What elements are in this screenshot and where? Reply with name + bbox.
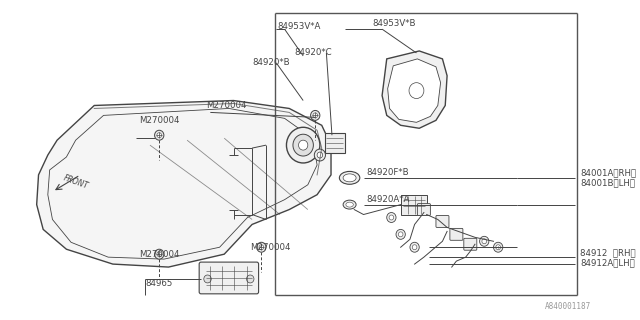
Circle shape — [389, 215, 394, 220]
Text: 84920F*B: 84920F*B — [366, 168, 409, 177]
Text: A840001187: A840001187 — [545, 302, 591, 311]
Circle shape — [409, 83, 424, 99]
Circle shape — [313, 113, 317, 118]
Ellipse shape — [339, 172, 360, 184]
FancyBboxPatch shape — [199, 262, 259, 294]
Polygon shape — [36, 100, 331, 267]
Text: FRONT: FRONT — [62, 173, 90, 190]
Text: 84912  〈RH〉: 84912 〈RH〉 — [580, 249, 636, 258]
Text: 84920*B: 84920*B — [252, 58, 290, 67]
Circle shape — [310, 110, 320, 120]
Text: 84953V*A: 84953V*A — [277, 22, 321, 31]
Text: 84912A〈LH〉: 84912A〈LH〉 — [580, 259, 635, 268]
Ellipse shape — [343, 200, 356, 209]
Circle shape — [155, 130, 164, 140]
Text: 84953V*B: 84953V*B — [373, 19, 416, 28]
Circle shape — [298, 140, 308, 150]
FancyBboxPatch shape — [450, 228, 463, 240]
Circle shape — [398, 232, 403, 237]
Text: 84001A〈RH〉: 84001A〈RH〉 — [580, 168, 636, 177]
Text: 84965: 84965 — [145, 279, 173, 288]
Ellipse shape — [343, 174, 356, 182]
Text: M270004: M270004 — [250, 243, 291, 252]
Circle shape — [155, 249, 164, 259]
FancyBboxPatch shape — [401, 195, 427, 214]
Circle shape — [396, 229, 405, 239]
Text: M270004: M270004 — [139, 250, 179, 259]
Polygon shape — [382, 51, 447, 128]
Circle shape — [387, 212, 396, 222]
Circle shape — [257, 242, 266, 252]
Text: M270004: M270004 — [139, 116, 179, 125]
Circle shape — [157, 133, 161, 138]
FancyBboxPatch shape — [324, 133, 345, 153]
Circle shape — [204, 275, 211, 283]
Circle shape — [496, 245, 500, 250]
FancyBboxPatch shape — [436, 215, 449, 228]
Text: 84920*C: 84920*C — [295, 48, 332, 57]
Circle shape — [287, 127, 320, 163]
Circle shape — [493, 242, 503, 252]
Text: 84920A*A: 84920A*A — [366, 195, 410, 204]
Circle shape — [259, 245, 264, 250]
Circle shape — [412, 245, 417, 250]
FancyBboxPatch shape — [464, 238, 477, 250]
Circle shape — [157, 252, 161, 257]
Ellipse shape — [346, 202, 353, 207]
Circle shape — [293, 134, 314, 156]
Circle shape — [410, 242, 419, 252]
Text: 84001B〈LH〉: 84001B〈LH〉 — [580, 178, 635, 187]
Circle shape — [482, 239, 486, 244]
Text: M270004: M270004 — [205, 101, 246, 110]
Circle shape — [246, 275, 254, 283]
Circle shape — [479, 236, 489, 246]
Polygon shape — [388, 59, 440, 122]
Circle shape — [314, 149, 326, 161]
FancyBboxPatch shape — [417, 204, 430, 215]
Circle shape — [317, 152, 323, 158]
